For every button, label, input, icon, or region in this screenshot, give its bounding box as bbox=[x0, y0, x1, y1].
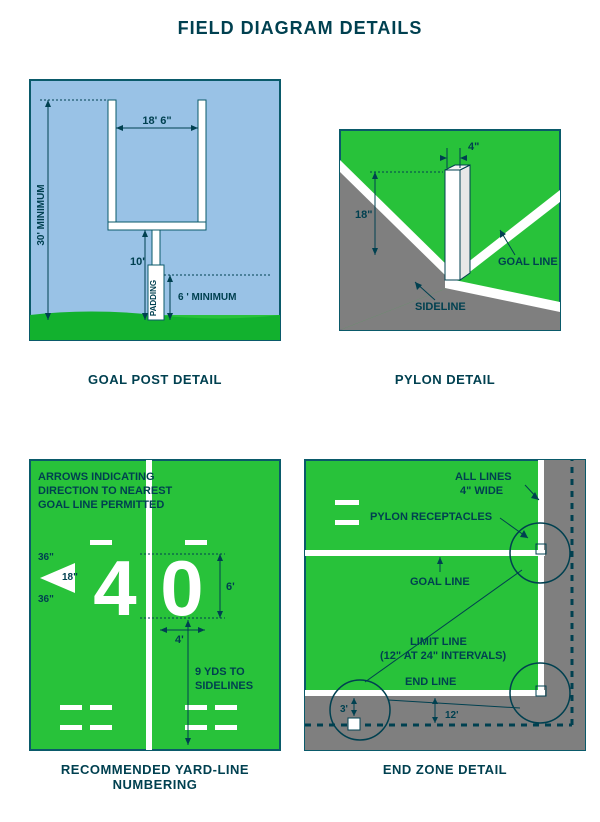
yardline-label: RECOMMENDED YARD-LINE NUMBERING bbox=[20, 762, 290, 792]
num-height-dim: 6' bbox=[226, 581, 235, 593]
limit-line-1: LIMIT LINE bbox=[410, 636, 467, 648]
yard-num-left: 4 bbox=[93, 544, 136, 632]
crossbar-width-dim: 18' 6" bbox=[142, 115, 171, 127]
pylon-panel: 4" 18" GOAL LINE SIDELINE bbox=[320, 110, 570, 360]
end-line-label: END LINE bbox=[405, 676, 456, 688]
upright-height-dim: 30' MINIMUM bbox=[36, 184, 47, 245]
endzone-label: END ZONE DETAIL bbox=[300, 762, 590, 777]
limit-line-2: (12" AT 24" INTERVALS) bbox=[380, 650, 506, 662]
yard-num-right: 0 bbox=[160, 544, 203, 632]
ground-clear-dim: 6 ' MINIMUM bbox=[178, 292, 237, 303]
arrow-mid-dim: 18" bbox=[62, 572, 78, 583]
dim-3: 3' bbox=[340, 704, 348, 715]
pylon-sideline-label: SIDELINE bbox=[415, 301, 466, 313]
endzone-panel: ALL LINES 4" WIDE PYLON RECEPTACLES GOAL… bbox=[300, 450, 590, 760]
arrows-text-3: GOAL LINE PERMITTED bbox=[38, 499, 164, 511]
pylon-label: PYLON DETAIL bbox=[320, 372, 570, 387]
receptacles-label: PYLON RECEPTACLES bbox=[370, 511, 492, 523]
all-lines-2: 4" WIDE bbox=[460, 485, 503, 497]
pylon-top-dim: 4" bbox=[468, 141, 479, 153]
goal-line-label: GOAL LINE bbox=[410, 576, 470, 588]
arrows-text-1: ARROWS INDICATING bbox=[38, 471, 155, 483]
num-width-dim: 4' bbox=[175, 634, 184, 646]
all-lines-1: ALL LINES bbox=[455, 471, 512, 483]
pylon-goalline-label: GOAL LINE bbox=[498, 256, 558, 268]
crossbar-height-dim: 10' bbox=[130, 256, 145, 268]
page-title: FIELD DIAGRAM DETAILS bbox=[0, 0, 600, 39]
yardline-panel: 4 0 ARROWS INDICATING DIRECTION TO NEARE… bbox=[20, 450, 290, 760]
dim-12: 12' bbox=[445, 710, 459, 721]
padding-label: PADDING bbox=[149, 280, 158, 316]
arrow-top-dim: 36" bbox=[38, 552, 54, 563]
arrows-text-2: DIRECTION TO NEAREST bbox=[38, 485, 173, 497]
pylon-height-dim: 18" bbox=[355, 209, 372, 221]
sideline-dist-1: 9 YDS TO bbox=[195, 666, 245, 678]
goalpost-label: GOAL POST DETAIL bbox=[20, 372, 290, 387]
sideline-dist-2: SIDELINES bbox=[195, 680, 253, 692]
goal-post-panel: 18' 6" 30' MINIMUM 10' PADDING 6 ' MINIM… bbox=[20, 70, 300, 370]
arrow-bot-dim: 36" bbox=[38, 594, 54, 605]
